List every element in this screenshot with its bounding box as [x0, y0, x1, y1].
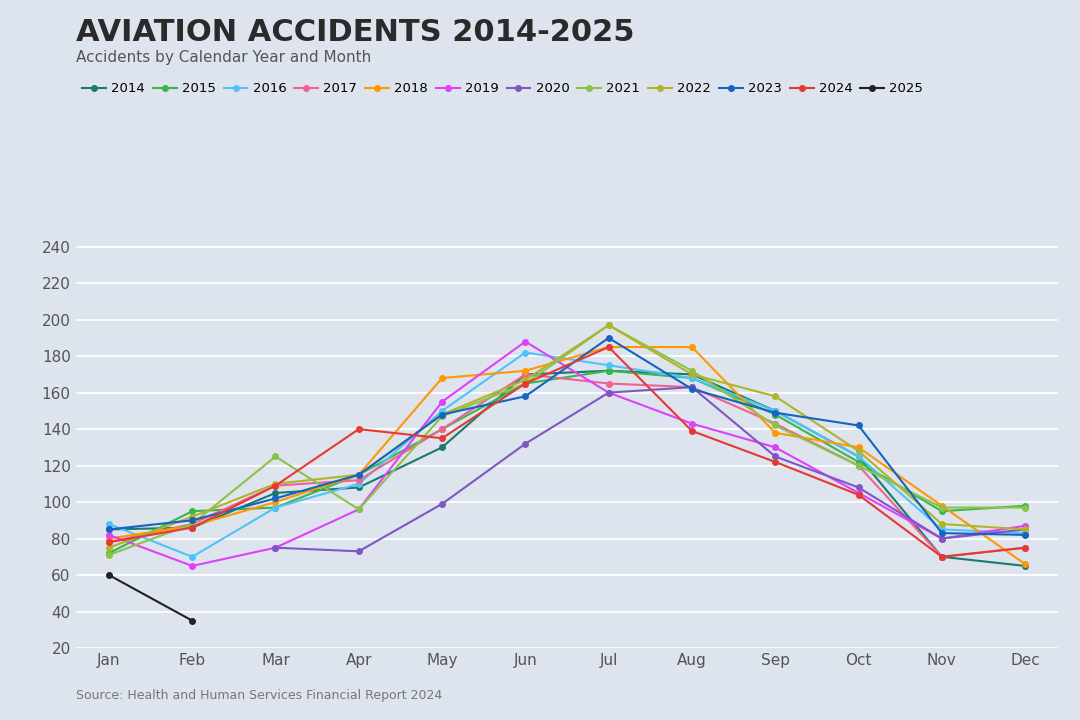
Text: Source: Health and Human Services Financial Report 2024: Source: Health and Human Services Financ… — [76, 689, 442, 702]
Text: Accidents by Calendar Year and Month: Accidents by Calendar Year and Month — [76, 50, 370, 66]
Legend: 2014, 2015, 2016, 2017, 2018, 2019, 2020, 2021, 2022, 2023, 2024, 2025: 2014, 2015, 2016, 2017, 2018, 2019, 2020… — [82, 82, 923, 95]
Text: AVIATION ACCIDENTS 2014-2025: AVIATION ACCIDENTS 2014-2025 — [76, 18, 634, 47]
